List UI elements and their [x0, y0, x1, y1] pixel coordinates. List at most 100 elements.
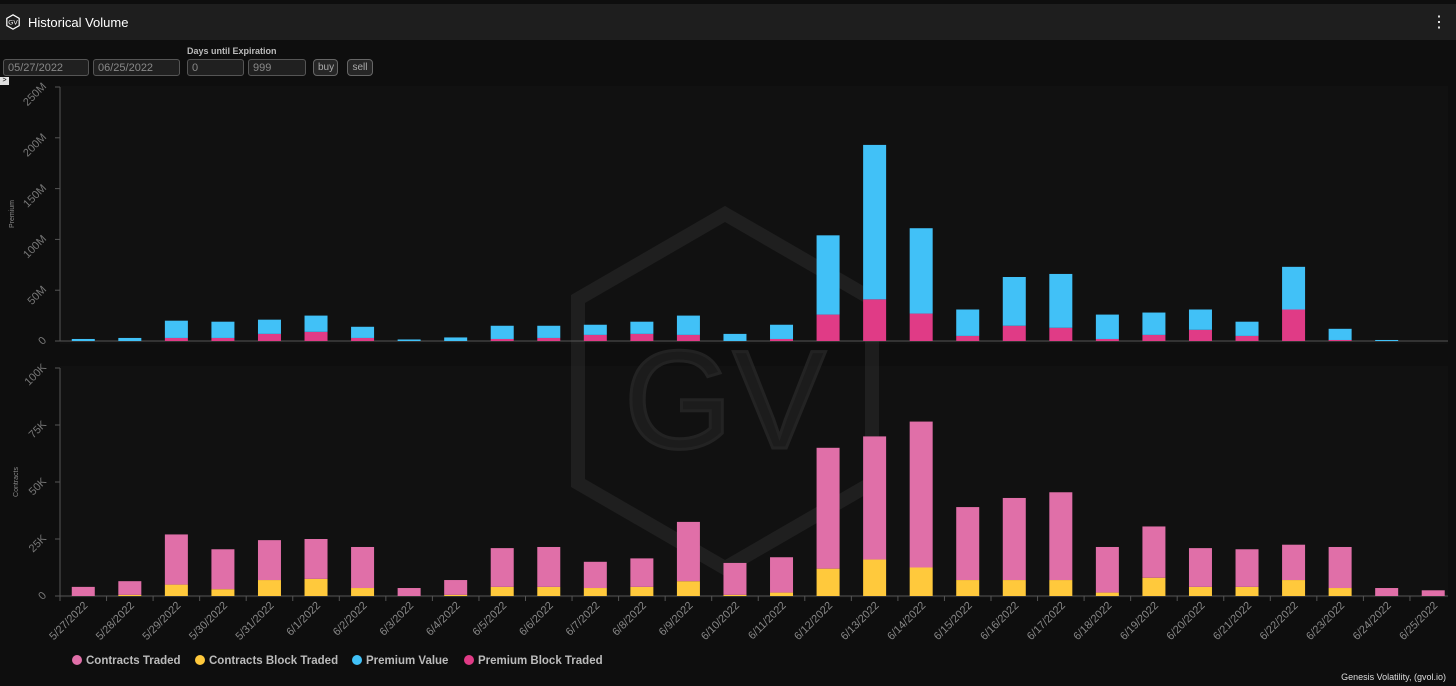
watermark-text: GV	[624, 321, 826, 478]
x-tick-label: 6/21/2022	[1211, 600, 1254, 643]
x-tick-label: 6/5/2022	[471, 600, 510, 639]
premium-bar-premium-value	[909, 228, 933, 314]
contracts-bar-contracts-block-traded	[770, 592, 794, 596]
premium-bar-premium-value	[537, 325, 561, 338]
contracts-bar-contracts-traded	[1421, 590, 1445, 596]
premium-bar-premium-value	[770, 324, 794, 339]
contracts-bar-contracts-traded	[770, 557, 794, 593]
contracts-bar-contracts-traded	[257, 540, 281, 581]
contracts-bar-contracts-block-traded	[444, 594, 468, 596]
premium-bar-premium-block-traded	[1142, 334, 1166, 341]
premium-bar-premium-block-traded	[1235, 335, 1259, 341]
contracts-bar-contracts-block-traded	[1002, 580, 1026, 596]
contracts-bar-contracts-block-traded	[1095, 592, 1119, 596]
contracts-bar-contracts-traded	[723, 562, 747, 595]
premium-bar-premium-value	[490, 325, 514, 339]
premium-y-tick-label: 50M	[25, 284, 49, 308]
start-date-input[interactable]	[3, 59, 89, 76]
premium-bar-premium-block-traded	[164, 337, 188, 341]
x-tick-label: 6/23/2022	[1304, 600, 1347, 643]
legend-marker-contracts-block-traded	[195, 655, 205, 665]
contracts-bar-contracts-block-traded	[863, 559, 887, 596]
premium-bar-premium-block-traded	[1328, 339, 1352, 341]
premium-bar-premium-value	[1328, 328, 1352, 340]
days-max-input[interactable]	[248, 59, 306, 76]
contracts-bar-contracts-block-traded	[723, 594, 747, 596]
x-tick-label: 6/17/2022	[1025, 600, 1068, 643]
contracts-bar-contracts-block-traded	[1142, 577, 1166, 596]
contracts-bar-contracts-traded	[444, 580, 468, 595]
premium-bar-premium-value	[863, 144, 887, 300]
legend-marker-contracts-traded	[72, 655, 82, 665]
legend-label: Contracts Traded	[86, 655, 181, 667]
x-tick-label: 6/19/2022	[1118, 600, 1161, 643]
premium-bar-premium-block-traded	[676, 334, 700, 341]
premium-bar-premium-value	[1049, 273, 1073, 328]
contracts-plot-area	[60, 366, 1448, 598]
x-tick-label: 6/10/2022	[699, 600, 742, 643]
contracts-y-tick-label: 100K	[22, 361, 49, 388]
premium-bar-premium-block-traded	[1049, 327, 1073, 341]
premium-bar-premium-value	[1095, 314, 1119, 339]
expand-panel-button[interactable]: >	[0, 77, 9, 85]
page-title: Historical Volume	[28, 15, 129, 30]
days-until-expiration-label: Days until Expiration	[187, 46, 277, 56]
x-tick-label: 6/8/2022	[610, 600, 649, 639]
contracts-bar-contracts-block-traded	[490, 586, 514, 596]
premium-y-tick-label: 150M	[21, 182, 49, 210]
contracts-bar-contracts-traded	[909, 421, 933, 568]
premium-bar-premium-value	[956, 309, 980, 336]
x-tick-label: 6/3/2022	[377, 600, 416, 639]
premium-bar-premium-block-traded	[257, 333, 281, 341]
buy-button[interactable]: buy	[313, 59, 338, 76]
x-tick-label: 6/9/2022	[657, 600, 696, 639]
contracts-bar-contracts-block-traded	[630, 586, 654, 596]
contracts-bar-contracts-block-traded	[257, 580, 281, 596]
contracts-bar-contracts-traded	[351, 546, 375, 589]
premium-bar-premium-block-traded	[537, 337, 561, 341]
x-tick-label: 6/16/2022	[978, 600, 1021, 643]
more-menu-icon[interactable]: ⋮	[1431, 14, 1448, 31]
x-tick-label: 6/20/2022	[1165, 600, 1208, 643]
contracts-bar-contracts-block-traded	[537, 586, 561, 596]
end-date-input[interactable]	[93, 59, 180, 76]
gv-logo-icon: GV	[6, 14, 20, 30]
contracts-bar-contracts-traded	[1375, 588, 1399, 596]
premium-bar-premium-block-traded	[956, 335, 980, 341]
contracts-bar-contracts-traded	[397, 588, 421, 596]
contracts-bar-contracts-traded	[956, 507, 980, 581]
premium-bar-premium-value	[630, 321, 654, 334]
premium-bar-premium-value	[164, 320, 188, 338]
x-tick-label: 6/18/2022	[1071, 600, 1114, 643]
contracts-bar-contracts-block-traded	[676, 581, 700, 596]
legend-label: Contracts Block Traded	[209, 655, 338, 667]
days-min-input[interactable]	[187, 59, 244, 76]
premium-bar-premium-block-traded	[304, 331, 328, 341]
x-tick-label: 6/1/2022	[284, 600, 323, 639]
premium-bar-premium-block-traded	[1002, 325, 1026, 341]
contracts-bar-contracts-traded	[1049, 492, 1073, 581]
contracts-bar-contracts-block-traded	[211, 589, 235, 596]
premium-bar-premium-block-traded	[909, 313, 933, 341]
premium-bar-premium-value	[351, 326, 375, 338]
legend-label: Premium Value	[366, 655, 448, 667]
logo-text: GV	[8, 20, 18, 27]
premium-bar-premium-block-traded	[863, 299, 887, 341]
legend-marker-premium-block-traded	[464, 655, 474, 665]
contracts-bar-contracts-traded	[816, 447, 840, 569]
premium-bar-premium-value	[257, 319, 281, 334]
contracts-bar-contracts-block-traded	[909, 567, 933, 596]
contracts-y-tick-label: 50K	[27, 475, 50, 498]
contracts-bar-contracts-block-traded	[304, 578, 328, 596]
contracts-bar-contracts-traded	[1235, 549, 1259, 587]
contracts-bar-contracts-block-traded	[816, 568, 840, 596]
x-tick-label: 5/31/2022	[234, 600, 277, 643]
sell-button[interactable]: sell	[347, 59, 373, 76]
premium-bar-premium-value	[676, 315, 700, 335]
premium-y-axis-title: Premium	[9, 200, 16, 228]
contracts-bar-contracts-traded	[676, 521, 700, 582]
premium-y-tick-label: 0	[36, 335, 49, 348]
premium-plot-area	[60, 86, 1448, 344]
contracts-bar-contracts-traded	[1328, 546, 1352, 589]
